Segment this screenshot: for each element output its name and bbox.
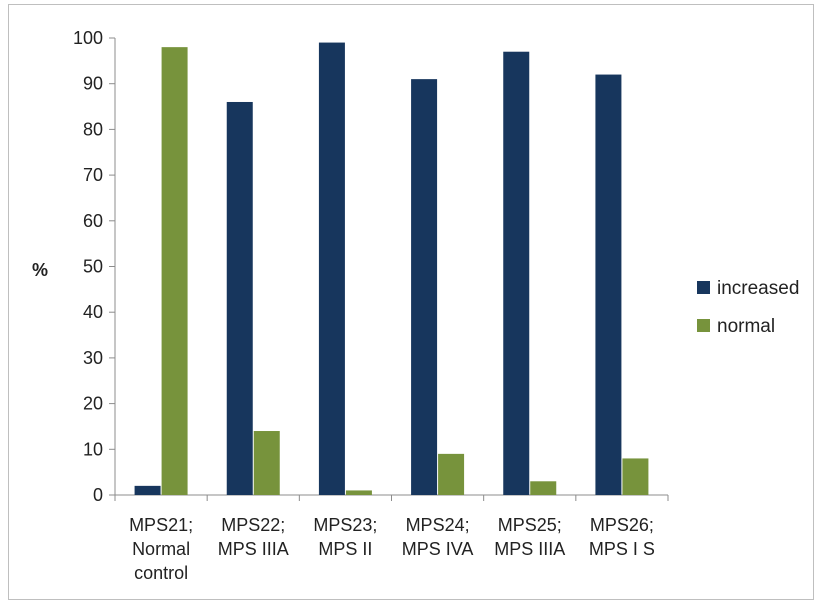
bar-normal-1 [161, 47, 188, 495]
y-tick-label: 30 [83, 348, 103, 368]
x-category-label: MPS IIIA [494, 539, 565, 559]
legend-label-increased: increased [717, 278, 799, 299]
bar-normal-5 [530, 481, 557, 495]
y-tick-label: 60 [83, 211, 103, 231]
x-category-label: MPS21; [129, 515, 193, 535]
y-tick-label: 100 [73, 28, 103, 48]
x-category-label: MPS IIIA [218, 539, 289, 559]
bar-increased-4 [411, 79, 438, 495]
x-category-label: MPS IVA [402, 539, 474, 559]
y-tick-label: 40 [83, 302, 103, 322]
x-category-label: MPS I S [589, 539, 655, 559]
y-tick-label: 90 [83, 74, 103, 94]
x-category-label: MPS25; [498, 515, 562, 535]
legend-swatch-increased [697, 281, 710, 294]
chart-frame [8, 4, 814, 600]
y-axis-label: % [32, 260, 48, 280]
y-tick-label: 70 [83, 165, 103, 185]
bar-increased-6 [595, 74, 622, 495]
bar-increased-5 [503, 51, 530, 496]
bar-increased-2 [226, 101, 253, 495]
legend-swatch-normal [697, 319, 710, 332]
bar-normal-4 [438, 453, 465, 495]
x-category-label: MPS22; [221, 515, 285, 535]
bar-increased-1 [134, 485, 161, 495]
bar-increased-3 [318, 42, 345, 495]
y-tick-label: 20 [83, 394, 103, 414]
y-tick-label: 0 [93, 485, 103, 505]
x-category-label: Normal [132, 539, 190, 559]
x-category-label: MPS II [318, 539, 372, 559]
x-category-label: control [134, 563, 188, 583]
y-tick-label: 80 [83, 119, 103, 139]
x-category-label: MPS26; [590, 515, 654, 535]
x-category-label: MPS23; [313, 515, 377, 535]
x-category-label: MPS24; [406, 515, 470, 535]
y-tick-label: 10 [83, 439, 103, 459]
legend-label-normal: normal [717, 316, 775, 337]
bar-normal-3 [345, 490, 372, 495]
bar-normal-2 [253, 431, 280, 495]
bar-normal-6 [622, 458, 649, 495]
y-tick-label: 50 [83, 257, 103, 277]
